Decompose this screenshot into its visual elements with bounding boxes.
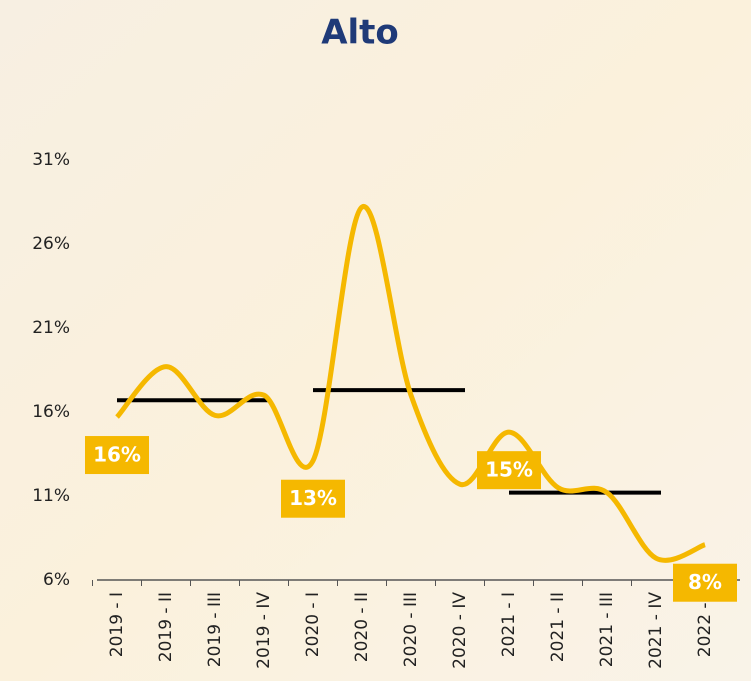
x-tick-label: 2021 - III — [597, 592, 617, 667]
line — [115, 204, 706, 563]
x-tick-label: 2019 - II — [156, 592, 176, 662]
chart-title: Alto — [321, 13, 399, 53]
y-tick-label: 6% — [43, 570, 70, 590]
x-tick-label: 2019 - I — [107, 592, 127, 657]
x-tick-label: 2020 - IV — [450, 592, 470, 669]
x-tick-label: 2019 - III — [205, 592, 225, 667]
value-label-box — [281, 479, 345, 518]
value-label: 8% — [688, 570, 722, 594]
y-tick-label: 11% — [32, 486, 70, 506]
value-label-box — [673, 563, 737, 602]
x-tick-label: 2020 - I — [303, 592, 323, 657]
x-tick-label: 2020 - III — [401, 592, 421, 667]
x-tick-label: 2021 - IV — [646, 592, 666, 669]
value-label: 15% — [485, 458, 533, 482]
x-tick-label: 2021 - II — [548, 592, 568, 662]
x-tick-label: 2019 - IV — [254, 592, 274, 669]
x-tick-label: 2020 - II — [352, 592, 372, 662]
y-tick-label: 21% — [32, 318, 70, 338]
value-label: 13% — [289, 486, 337, 510]
x-tick-label: 2022 - I — [695, 592, 715, 657]
y-tick-label: 26% — [32, 234, 70, 254]
y-tick-label: 16% — [32, 402, 70, 422]
y-tick-label: 31% — [32, 150, 70, 170]
value-label-box — [477, 451, 541, 490]
value-label-box — [85, 436, 149, 475]
value-label: 16% — [93, 443, 141, 467]
x-tick-label: 2021 - I — [499, 592, 519, 657]
